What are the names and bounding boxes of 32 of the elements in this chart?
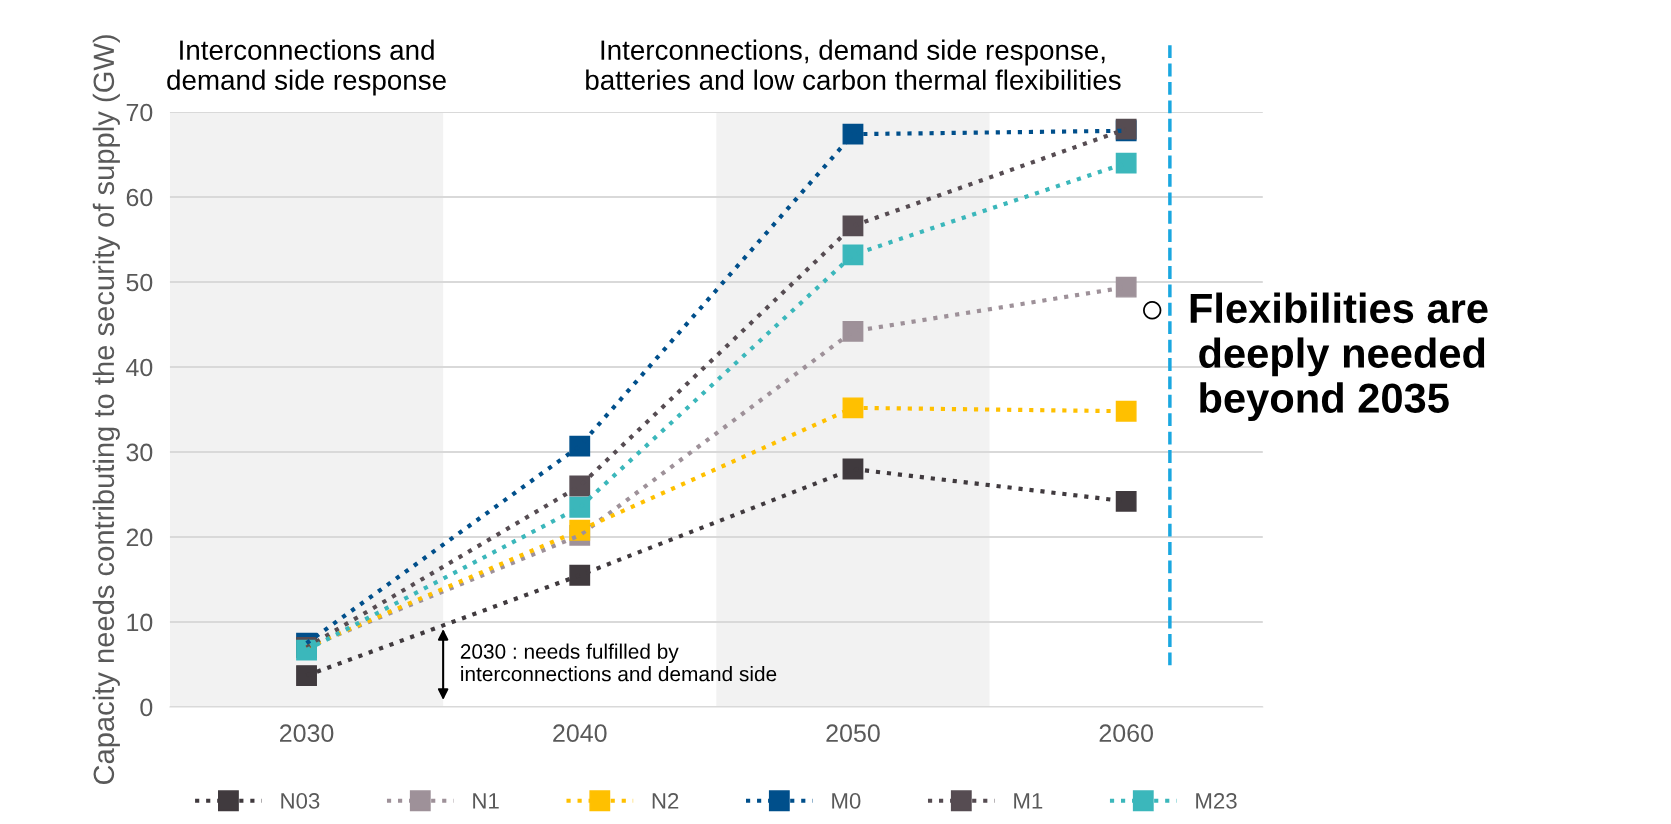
x-tick-label: 2030 <box>280 724 334 743</box>
y-tick-label: 50 <box>126 273 153 292</box>
legend-label: N1 <box>473 793 499 809</box>
x-tick-label: 2050 <box>826 724 880 743</box>
y-tick-label: 0 <box>140 698 153 717</box>
y-axis-title: Capacity needs contributing to the security of supply (GW) <box>92 35 120 785</box>
point <box>1115 490 1137 512</box>
y-tick-label: 10 <box>127 613 153 632</box>
point <box>569 496 591 518</box>
point <box>842 123 864 145</box>
band-label: Interconnections, demand side response, batteries and low carbon thermal flexibilities <box>586 39 1121 90</box>
legend-label: N03 <box>281 793 320 809</box>
legend-label: M23 <box>1196 793 1237 809</box>
band-label: Interconnections and demand side response <box>167 39 446 96</box>
legend-label: M0 <box>832 793 861 809</box>
y-tick-label: 60 <box>126 188 153 207</box>
y-tick-label: 20 <box>126 528 153 547</box>
point <box>569 564 591 586</box>
point <box>1115 276 1137 298</box>
point <box>842 397 864 419</box>
legend-label: N2 <box>652 793 679 809</box>
y-tick-label: 40 <box>126 358 153 377</box>
x-tick-label: 2040 <box>553 724 607 743</box>
annotation: ○ Flexibilities are deeply needed beyond 2035 <box>1143 292 1488 422</box>
point <box>296 665 317 686</box>
y-tick-label: 70 <box>126 103 153 122</box>
y-tick-label: 30 <box>126 443 153 462</box>
point <box>1115 152 1137 174</box>
point <box>1115 400 1137 422</box>
legend-label: M1 <box>1014 793 1043 809</box>
annotation: 2030 : needs fulfilled by interconnections and demand side <box>460 643 777 682</box>
x-tick-label: 2060 <box>1099 724 1153 743</box>
